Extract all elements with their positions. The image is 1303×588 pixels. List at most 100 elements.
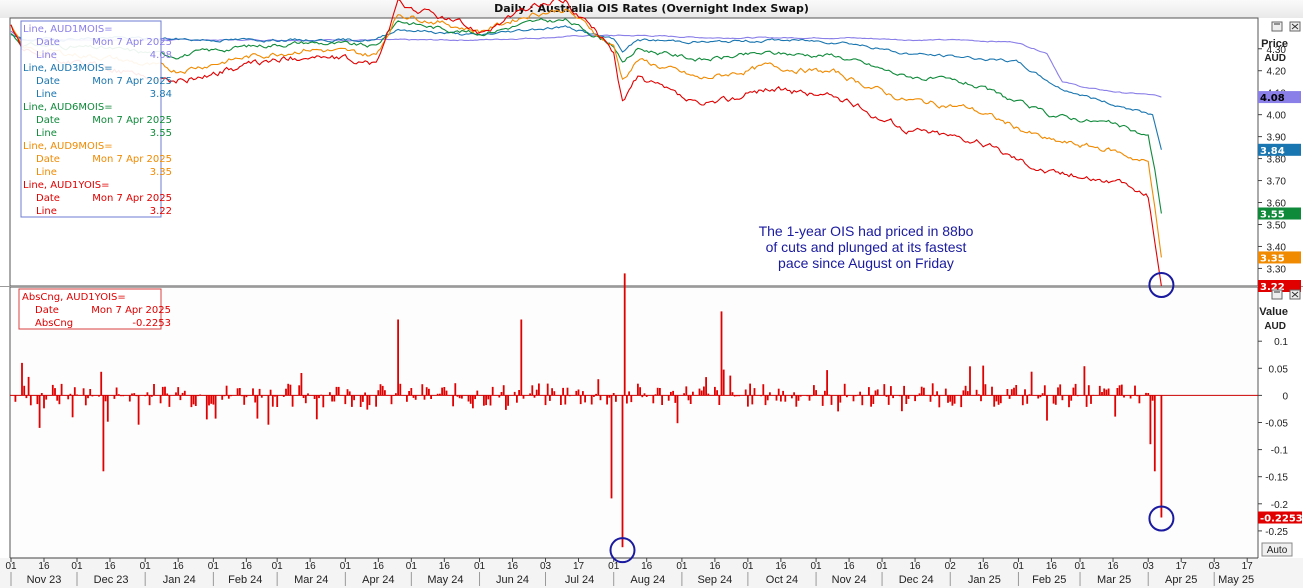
change-bar — [1123, 395, 1125, 398]
change-bar — [753, 388, 756, 396]
change-bar — [1160, 395, 1163, 518]
change-bar — [692, 391, 694, 396]
change-bar — [364, 392, 366, 396]
change-bar — [854, 395, 857, 397]
change-bar — [731, 392, 734, 396]
change-bar — [568, 395, 571, 397]
change-bar — [329, 392, 331, 396]
change-bar — [531, 385, 534, 396]
change-bar — [271, 395, 274, 407]
change-bar — [703, 386, 705, 396]
panel-restore-icon[interactable] — [1271, 21, 1283, 32]
change-bar — [161, 386, 164, 396]
x-tick-label: 03 — [1209, 561, 1221, 572]
change-bar — [612, 393, 615, 396]
change-bar — [689, 395, 692, 404]
value-axis-title: Value — [1259, 306, 1288, 318]
change-bar — [227, 395, 230, 399]
change-bar — [199, 394, 202, 396]
change-bar — [1087, 385, 1090, 396]
change-bar — [551, 388, 553, 396]
annotation-line: The 1-year OIS had priced in 88bo — [759, 223, 974, 239]
change-bar — [1138, 395, 1141, 404]
x-tick-label: 16 — [844, 561, 856, 572]
change-bar — [91, 395, 94, 397]
change-bar — [944, 388, 947, 396]
change-bar — [23, 385, 26, 396]
change-bar — [353, 395, 355, 401]
month-label: Dec 24 — [899, 574, 934, 586]
change-bar — [1153, 395, 1156, 472]
change-bar — [476, 390, 479, 396]
month-label: May 25 — [1218, 574, 1254, 586]
panel-restore-icon[interactable] — [1271, 289, 1283, 300]
change-bar — [966, 391, 969, 396]
change-bar — [36, 395, 39, 405]
change-bar — [1030, 371, 1033, 396]
change-bar — [84, 395, 87, 406]
change-bar — [1085, 395, 1088, 407]
change-bar — [914, 395, 916, 402]
change-bar — [687, 395, 690, 401]
change-bar — [489, 395, 492, 406]
change-bar — [654, 394, 657, 396]
change-bar — [513, 391, 516, 396]
change-bar — [76, 394, 78, 396]
month-label: Apr 25 — [1165, 574, 1197, 586]
change-bar — [307, 393, 309, 396]
change-bar — [1057, 387, 1059, 396]
change-bar — [1129, 395, 1132, 399]
change-bar — [923, 387, 925, 396]
auto-button-label[interactable]: Auto — [1267, 545, 1288, 556]
change-bar — [628, 391, 630, 396]
change-bar — [656, 387, 659, 396]
change-bar — [43, 395, 45, 409]
month-label: Nov 23 — [27, 574, 62, 586]
change-bar — [505, 395, 507, 410]
legend-date-label: Date — [36, 76, 60, 87]
legend-date-label: Date — [36, 115, 60, 126]
x-tick-label: 01 — [208, 561, 220, 572]
change-bar — [441, 387, 443, 396]
change-bar — [412, 395, 415, 398]
x-tick-label: 01 — [474, 561, 486, 572]
change-bar — [322, 395, 325, 408]
change-bar — [245, 395, 248, 398]
x-tick-label: 01 — [811, 561, 823, 572]
change-bar — [872, 395, 875, 404]
change-bar — [377, 390, 380, 396]
auto-button[interactable] — [1261, 542, 1293, 557]
highlight-circle — [1148, 272, 1175, 298]
change-bar — [135, 395, 138, 397]
change-bar — [546, 383, 549, 396]
change-bar — [907, 395, 910, 399]
change-bar — [333, 395, 336, 402]
legend-value: 3.84 — [150, 89, 172, 100]
change-bar — [564, 395, 567, 405]
x-tick-label: 01 — [406, 561, 418, 572]
change-bar — [766, 395, 769, 401]
annotation-line: of cuts and plunged at its fastest — [766, 239, 967, 255]
x-tick-label: 01 — [742, 561, 754, 572]
change-bar — [676, 395, 679, 424]
change-bar — [885, 395, 888, 397]
price-tick-label: 3.50 — [1267, 220, 1287, 231]
change-bar — [718, 395, 721, 405]
change-bar — [747, 395, 749, 407]
change-bar — [837, 395, 839, 412]
change-bar — [375, 395, 377, 407]
change-bar — [782, 390, 784, 396]
change-bar — [920, 386, 923, 396]
change-bar — [98, 395, 100, 397]
change-bar — [824, 390, 826, 396]
change-bar — [951, 395, 954, 406]
price-legend-entry: Line, AUD9MOIS= Date Mon 7 Apr 2025 Line 3.3… — [23, 141, 172, 178]
price-panel-frame — [9, 17, 1259, 287]
change-bar — [1024, 389, 1026, 396]
legend-series-name: Line, AUD3MOIS= — [23, 63, 113, 74]
change-bar — [722, 369, 725, 396]
change-bar — [905, 395, 908, 404]
change-bar — [784, 395, 787, 402]
change-bar — [443, 387, 446, 396]
